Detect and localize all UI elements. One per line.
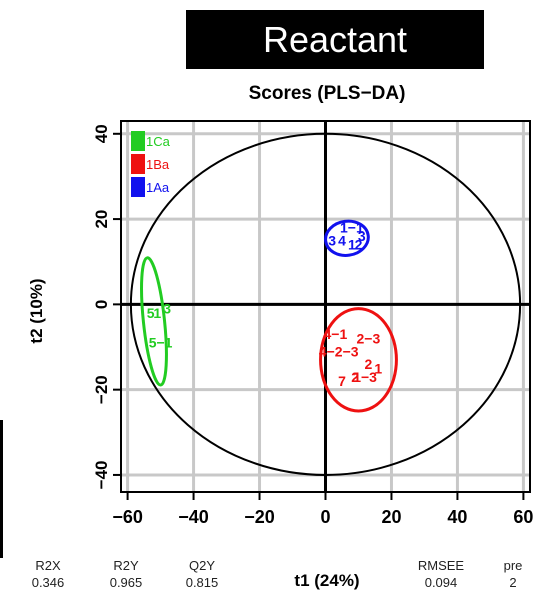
legend-swatch-1Ca <box>131 131 145 151</box>
data-point-1Ba: 2−3 <box>357 330 381 346</box>
x-tick-label: 20 <box>381 507 401 527</box>
data-point-1Ba: 1−3 <box>353 369 377 385</box>
stat-r2x-label: R2X <box>35 558 61 573</box>
stat-r2x-value: 0.346 <box>31 575 65 590</box>
legend-swatch-1Ba <box>131 154 145 174</box>
stat-pre: pre 2 <box>498 557 528 591</box>
stat-rmsee: RMSEE 0.094 <box>413 557 469 591</box>
stat-rmsee-value: 0.094 <box>424 575 458 590</box>
stat-q2y-label: Q2Y <box>188 558 215 573</box>
group-ellipse-1Aa <box>324 219 370 257</box>
x-tick-label: 0 <box>320 507 330 527</box>
data-point-1Ca: 5 <box>147 305 155 321</box>
y-tick-label: −40 <box>92 461 111 490</box>
x-tick-label: −40 <box>178 507 209 527</box>
cropped-edge-bracket <box>0 420 13 558</box>
x-axis-label: t1 (24%) <box>294 571 359 590</box>
y-tick-label: 20 <box>92 210 111 229</box>
data-point-1Ca: 3 <box>163 301 171 317</box>
stat-q2y-value: 0.815 <box>185 575 219 590</box>
legend-label-1Aa: 1Aa <box>146 180 170 195</box>
data-point-1Aa: 2 <box>355 237 363 253</box>
x-tick-label: 60 <box>513 507 533 527</box>
y-axis-label: t2 (10%) <box>27 278 46 343</box>
data-point-1Ba: 4−1 <box>324 326 348 342</box>
grid-lines <box>121 121 530 492</box>
legend: 1Ca 1Ba 1Aa <box>131 131 171 197</box>
chart-title: Scores (PLS−DA) <box>249 83 406 104</box>
data-point-1Ba: 2 <box>351 369 359 385</box>
data-point-1Ca: 5−1 <box>149 335 173 351</box>
legend-label-1Ba: 1Ba <box>146 157 170 172</box>
ellipses <box>129 132 522 476</box>
stat-pre-label: pre <box>503 558 523 573</box>
group-ellipse-1Ca <box>140 256 168 387</box>
data-point-1Aa: 3 <box>358 228 366 244</box>
legend-swatch-1Aa <box>131 177 145 197</box>
data-point-1Ba: 1 <box>374 360 382 376</box>
data-point-1Ba: 2 <box>364 356 372 372</box>
reactant-banner: Reactant <box>186 10 484 69</box>
data-point-1Aa: 1−1 <box>340 220 364 236</box>
x-tick-label: −60 <box>112 507 143 527</box>
stat-pre-value: 2 <box>509 575 517 590</box>
group-ellipse-1Ba <box>319 307 398 413</box>
data-point-1Aa: 3 <box>328 232 336 248</box>
stat-q2y: Q2Y 0.815 <box>182 557 222 591</box>
data-point-1Ca: 1 <box>153 305 161 321</box>
data-point-1Aa: 1 <box>348 237 356 253</box>
stat-rmsee-label: RMSEE <box>417 558 465 573</box>
hotelling-t2-ellipse <box>129 132 522 476</box>
data-point-1Aa: 4 <box>338 232 346 248</box>
data-point-1Ba: 7 <box>338 373 346 389</box>
y-tick-label: 40 <box>92 124 111 143</box>
data-points: 51 35−14−1 2−34−2−32 17 21−31−13 4 123 <box>147 220 383 390</box>
x-tick-label: −20 <box>244 507 275 527</box>
y-tick-label: 0 <box>92 300 111 309</box>
legend-label-1Ca: 1Ca <box>146 134 171 149</box>
x-tick-label: 40 <box>447 507 467 527</box>
stat-r2y-value: 0.965 <box>109 575 143 590</box>
stat-r2y: R2Y 0.965 <box>106 557 146 591</box>
y-tick-label: −20 <box>92 375 111 404</box>
data-point-1Ba: 4−2−3 <box>319 343 359 359</box>
stat-r2x: R2X 0.346 <box>30 557 66 591</box>
stat-r2y-label: R2Y <box>113 558 139 573</box>
